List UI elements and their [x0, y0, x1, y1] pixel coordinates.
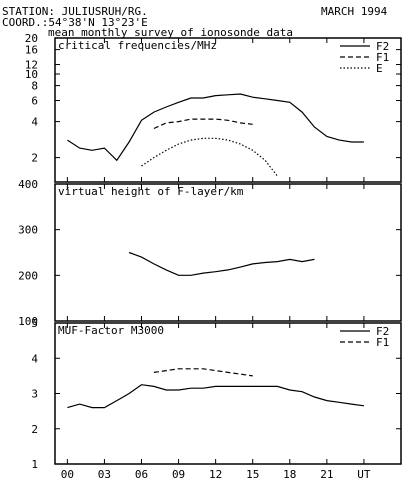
y-tick-label: 3: [31, 388, 38, 401]
y-tick-label: 2: [31, 152, 38, 165]
y-tick-label: 4: [31, 116, 38, 129]
y-tick-label: 8: [31, 80, 38, 93]
x-tick-label: 09: [172, 468, 185, 480]
legend-label: F2: [376, 40, 389, 53]
y-tick-label: 200: [18, 269, 38, 282]
coord-label: COORD.:54°38'N 13°23'E: [2, 16, 148, 29]
series-line-f2: [67, 384, 364, 409]
legend-label: F1: [376, 336, 389, 349]
date-label: MARCH 1994: [321, 5, 388, 18]
panel-title: MUF-Factor M3000: [58, 324, 164, 337]
y-tick-label: 5: [31, 317, 38, 330]
x-tick-label: 00: [61, 468, 74, 480]
panel-title: critical frequencies/MHz: [58, 39, 217, 52]
survey-subtitle: mean monthly survey of ionosonde data: [48, 26, 294, 39]
series-line-height: [128, 251, 315, 276]
series-line-e: [141, 137, 278, 177]
panel-frame: [54, 322, 402, 465]
y-tick-label: 300: [18, 224, 38, 237]
series-line-f2: [67, 93, 364, 162]
y-tick-label: 20: [25, 32, 38, 45]
legend-label: F2: [376, 325, 389, 338]
x-tick-label: 18: [283, 468, 296, 480]
panel-frame: [54, 183, 402, 322]
y-tick-label: 4: [31, 352, 38, 365]
x-tick-label: 21: [320, 468, 333, 480]
x-tick-label: 03: [98, 468, 111, 480]
x-tick-label: 12: [209, 468, 222, 480]
y-tick-label: 100: [18, 315, 38, 328]
y-tick-label: 10: [25, 68, 38, 81]
y-tick-label: 16: [25, 44, 38, 57]
series-line-f1: [153, 368, 253, 377]
station-label: STATION: JULIUSRUH/RG.: [2, 5, 148, 18]
legend-label: E: [376, 62, 383, 75]
y-tick-label: 6: [31, 95, 38, 108]
series-line-f1: [153, 118, 253, 130]
x-tick-label: UT: [357, 468, 371, 480]
y-tick-label: 1: [31, 458, 38, 471]
y-tick-label: 400: [18, 178, 38, 191]
panel-frame: [54, 37, 402, 183]
x-tick-label: 15: [246, 468, 259, 480]
x-tick-label: 06: [135, 468, 148, 480]
y-tick-label: 2: [31, 423, 38, 436]
y-tick-label: 12: [25, 59, 38, 72]
legend-label: F1: [376, 51, 389, 64]
